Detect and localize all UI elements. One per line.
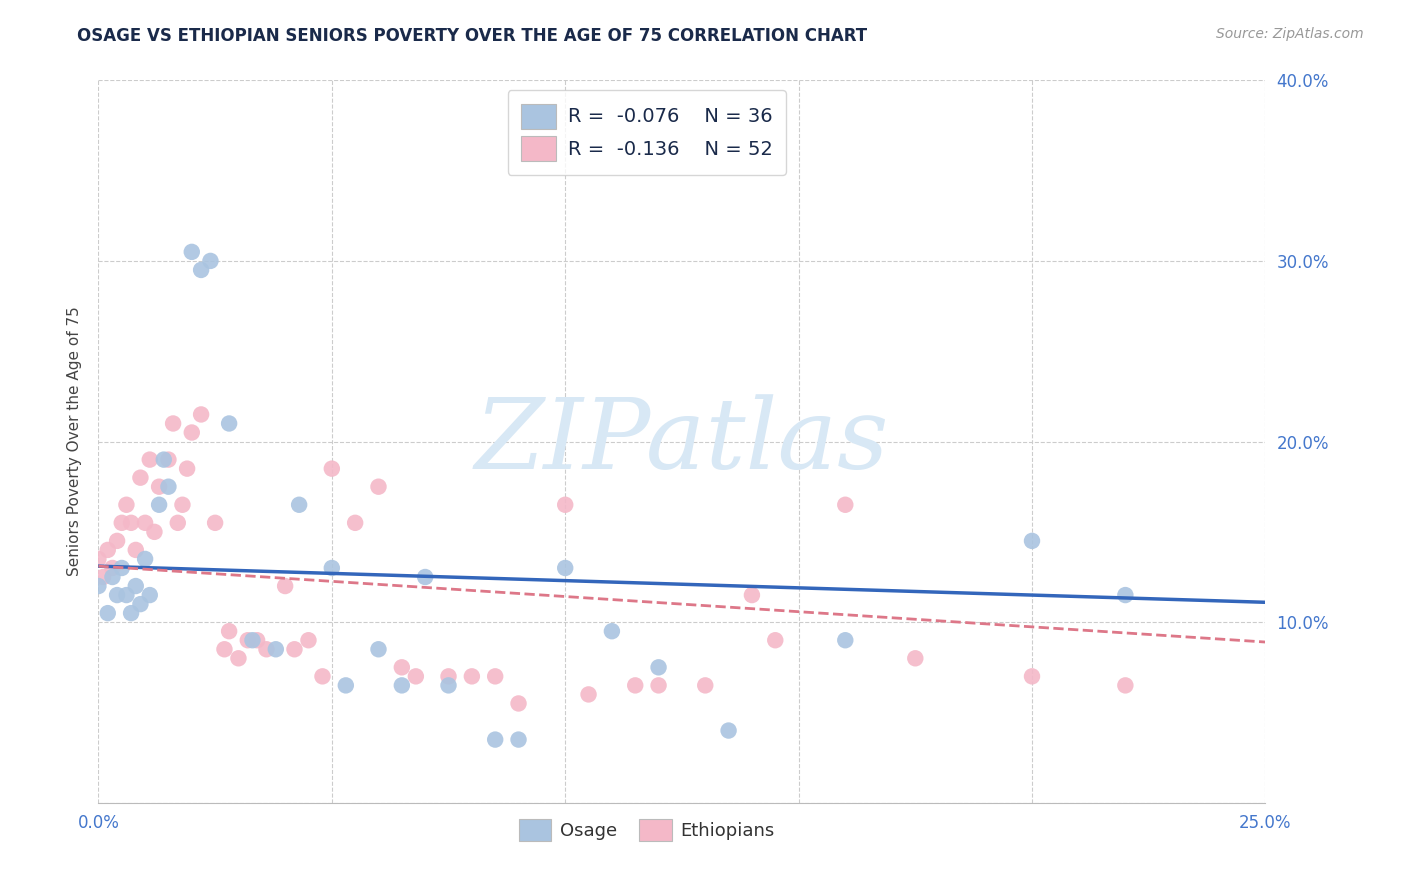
Point — [741, 588, 763, 602]
Point — [461, 669, 484, 683]
Point — [484, 732, 506, 747]
Point — [101, 570, 124, 584]
Point — [484, 669, 506, 683]
Point — [695, 678, 717, 692]
Point — [166, 516, 188, 530]
Point — [1114, 678, 1136, 692]
Point — [335, 678, 357, 692]
Point — [115, 498, 138, 512]
Point — [624, 678, 647, 692]
Point — [190, 263, 212, 277]
Point — [242, 633, 264, 648]
Point — [218, 624, 240, 639]
Text: OSAGE VS ETHIOPIAN SENIORS POVERTY OVER THE AGE OF 75 CORRELATION CHART: OSAGE VS ETHIOPIAN SENIORS POVERTY OVER … — [77, 27, 868, 45]
Point — [111, 561, 134, 575]
Point — [311, 669, 333, 683]
Point — [554, 561, 576, 575]
Point — [218, 417, 240, 431]
Legend: Osage, Ethiopians: Osage, Ethiopians — [512, 812, 782, 848]
Point — [105, 533, 128, 548]
Point — [437, 678, 460, 692]
Point — [405, 669, 427, 683]
Point — [105, 588, 128, 602]
Point — [367, 642, 389, 657]
Point — [413, 570, 436, 584]
Point — [578, 687, 600, 701]
Point — [157, 452, 180, 467]
Point — [647, 660, 669, 674]
Point — [139, 452, 162, 467]
Point — [437, 669, 460, 683]
Point — [97, 606, 120, 620]
Point — [172, 498, 194, 512]
Point — [120, 516, 142, 530]
Point — [1021, 533, 1043, 548]
Point — [97, 542, 120, 557]
Text: Source: ZipAtlas.com: Source: ZipAtlas.com — [1216, 27, 1364, 41]
Point — [148, 480, 170, 494]
Point — [321, 561, 343, 575]
Point — [834, 633, 856, 648]
Point — [91, 570, 114, 584]
Point — [134, 552, 156, 566]
Point — [157, 480, 180, 494]
Point — [717, 723, 740, 738]
Point — [139, 588, 162, 602]
Point — [647, 678, 669, 692]
Point — [274, 579, 297, 593]
Point — [148, 498, 170, 512]
Point — [367, 480, 389, 494]
Point — [236, 633, 259, 648]
Point — [180, 425, 202, 440]
Point — [190, 408, 212, 422]
Point — [264, 642, 287, 657]
Y-axis label: Seniors Poverty Over the Age of 75: Seniors Poverty Over the Age of 75 — [66, 307, 82, 576]
Point — [204, 516, 226, 530]
Point — [129, 597, 152, 611]
Point — [111, 516, 134, 530]
Point — [101, 561, 124, 575]
Point — [87, 552, 110, 566]
Point — [134, 516, 156, 530]
Point — [288, 498, 311, 512]
Point — [834, 498, 856, 512]
Point — [125, 542, 148, 557]
Point — [162, 417, 184, 431]
Point — [321, 461, 343, 475]
Point — [228, 651, 250, 665]
Point — [180, 244, 202, 259]
Point — [391, 660, 413, 674]
Point — [87, 579, 110, 593]
Text: ZIPatlas: ZIPatlas — [475, 394, 889, 489]
Point — [200, 254, 222, 268]
Point — [904, 651, 927, 665]
Point — [391, 678, 413, 692]
Point — [1114, 588, 1136, 602]
Point — [256, 642, 278, 657]
Point — [129, 471, 152, 485]
Point — [508, 732, 530, 747]
Point — [214, 642, 236, 657]
Point — [125, 579, 148, 593]
Point — [1021, 669, 1043, 683]
Point — [120, 606, 142, 620]
Point — [143, 524, 166, 539]
Point — [115, 588, 138, 602]
Point — [554, 498, 576, 512]
Point — [176, 461, 198, 475]
Point — [763, 633, 786, 648]
Point — [246, 633, 269, 648]
Point — [152, 452, 174, 467]
Point — [297, 633, 319, 648]
Point — [344, 516, 367, 530]
Point — [508, 697, 530, 711]
Point — [283, 642, 305, 657]
Point — [600, 624, 623, 639]
